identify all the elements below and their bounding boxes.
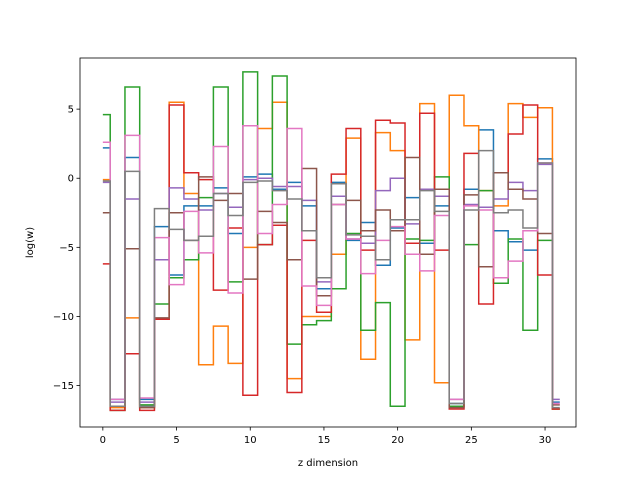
x-axis-ticks: 0 5 10 15 20 25 30 bbox=[100, 427, 552, 446]
series-line-8 bbox=[102, 149, 560, 409]
y-tick-label: −15 bbox=[53, 381, 74, 392]
plot-frame bbox=[79, 57, 577, 428]
y-tick-label: −10 bbox=[53, 312, 74, 323]
y-axis-ticks: −15 −10 −5 0 5 bbox=[53, 105, 80, 392]
x-tick-label: 10 bbox=[244, 435, 257, 446]
x-tick-label: 15 bbox=[318, 435, 331, 446]
x-tick-label: 0 bbox=[100, 435, 106, 446]
y-tick-label: 5 bbox=[68, 105, 74, 116]
series-layer bbox=[102, 71, 560, 412]
x-tick-label: 20 bbox=[391, 435, 404, 446]
y-tick-label: 0 bbox=[68, 174, 74, 185]
x-axis-label: z dimension bbox=[298, 458, 358, 469]
y-axis-label: log(w) bbox=[25, 227, 36, 258]
x-tick-label: 5 bbox=[173, 435, 179, 446]
y-tick-label: −5 bbox=[59, 243, 74, 254]
x-tick-label: 25 bbox=[465, 435, 478, 446]
x-tick-label: 30 bbox=[539, 435, 552, 446]
